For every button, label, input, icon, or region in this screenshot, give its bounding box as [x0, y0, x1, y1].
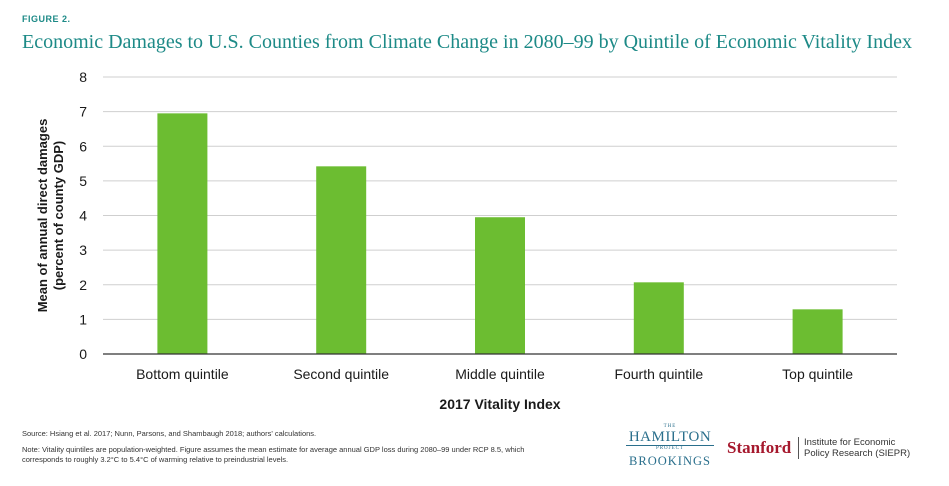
x-axis-label: 2017 Vitality Index	[439, 396, 560, 412]
y-tick-label: 7	[79, 104, 87, 120]
methodology-note: Note: Vitality quintiles are population-…	[22, 445, 525, 464]
hamilton-name: HAMILTON	[628, 429, 712, 445]
bar	[792, 309, 843, 354]
y-tick-label: 4	[79, 208, 87, 224]
brookings-logo: BROOKINGS	[629, 454, 711, 468]
y-tick-label: 0	[79, 346, 87, 362]
y-axis-label-unit: (percent of county GDP)	[51, 141, 66, 291]
x-tick-label: Top quintile	[782, 366, 853, 382]
bar	[475, 217, 525, 354]
stanford-logo: Stanford	[727, 438, 792, 457]
hamilton-project-logo: THE HAMILTON PROJECT BROOKINGS	[620, 424, 720, 469]
bar	[633, 282, 684, 354]
y-axis-label: Mean of annual direct damages	[35, 119, 50, 313]
siepr-line-1: Institute for Economic	[804, 437, 896, 448]
siepr-line-2: Policy Research (SIEPR)	[804, 448, 911, 459]
figure-label: FIGURE 2.	[22, 14, 71, 24]
bars	[157, 113, 843, 354]
bar	[316, 166, 367, 354]
bar	[157, 113, 208, 354]
source-note: Source: Hsiang et al. 2017; Nunn, Parson…	[22, 429, 317, 438]
y-tick-label: 6	[79, 138, 87, 154]
y-tick-label: 1	[79, 311, 87, 327]
y-tick-label: 3	[79, 242, 87, 258]
siepr-logo: Institute for Economic Policy Research (…	[798, 437, 914, 459]
y-tick-labels: 0 1 2 3 4 5 6 7 8	[79, 69, 87, 362]
x-tick-label: Second quintile	[293, 366, 389, 382]
bar-chart: 0 1 2 3 4 5 6 7 8 Bottom quintile Second quintile…	[35, 69, 897, 412]
hamilton-the: THE	[663, 424, 677, 429]
y-tick-label: 5	[79, 173, 87, 189]
x-tick-label: Middle quintile	[455, 366, 545, 382]
x-tick-labels: Bottom quintile Second quintile Middle qui…	[136, 366, 853, 382]
y-tick-label: 8	[79, 69, 87, 85]
x-tick-label: Fourth quintile	[614, 366, 703, 382]
chart-title: Economic Damages to U.S. Counties from C…	[22, 31, 912, 53]
x-tick-label: Bottom quintile	[136, 366, 229, 382]
hamilton-project: PROJECT	[626, 445, 714, 452]
y-tick-label: 2	[79, 277, 87, 293]
